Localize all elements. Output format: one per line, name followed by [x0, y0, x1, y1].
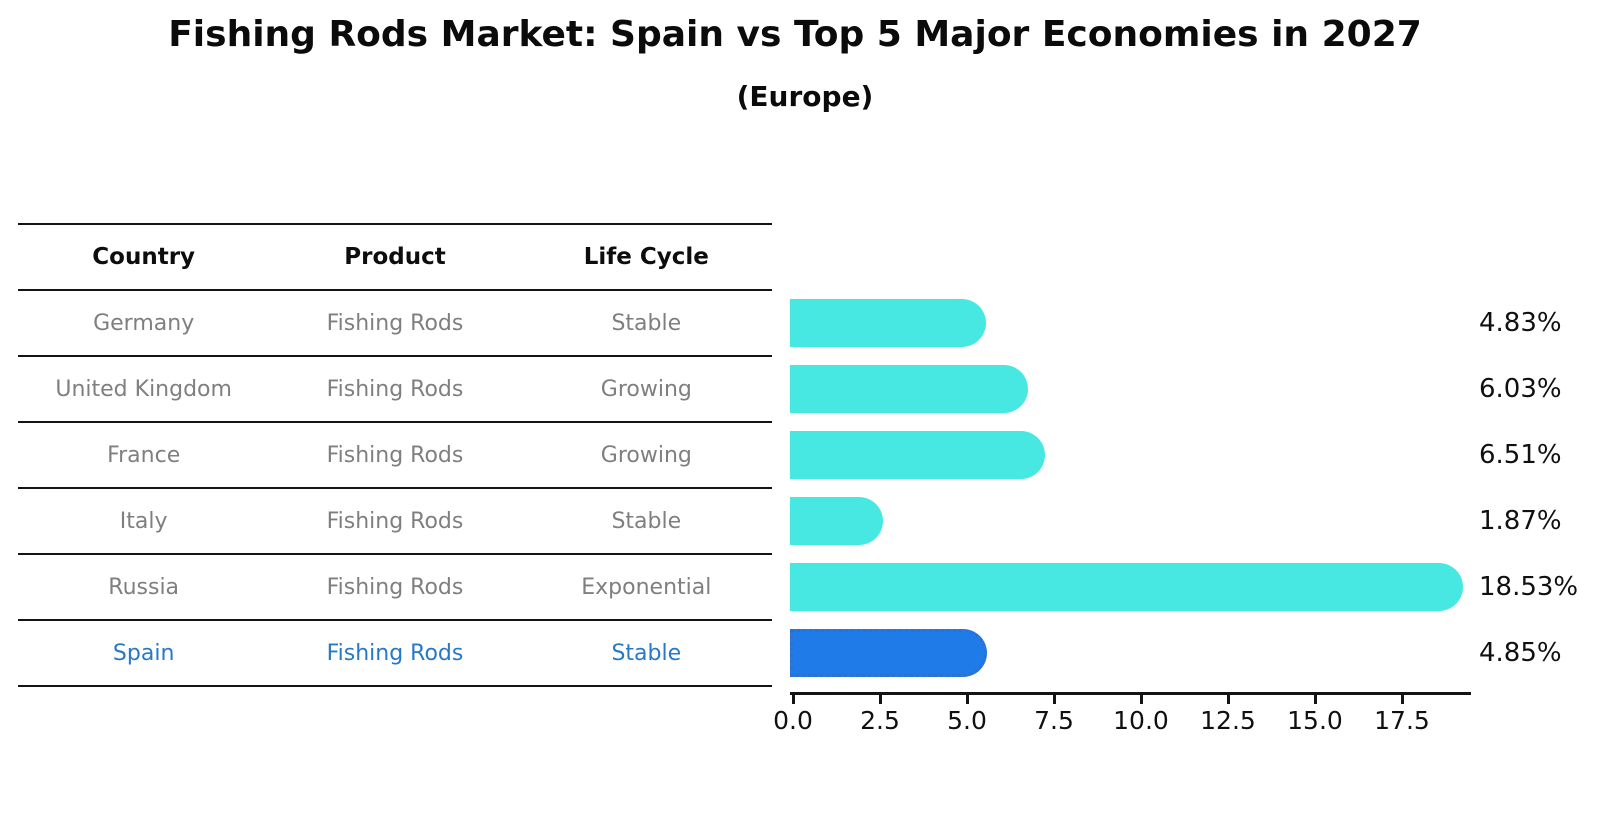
cell-life-cycle-united-kingdom: Growing — [600, 376, 692, 402]
bar-italy — [790, 497, 883, 545]
cell-product-germany: Fishing Rods — [326, 310, 464, 336]
cell-product-united-kingdom: Fishing Rods — [326, 376, 464, 402]
table-header-country: Country — [92, 244, 196, 270]
cell-country-united-kingdom: United Kingdom — [55, 376, 232, 402]
x-axis-tick-label-2.5: 2.5 — [860, 706, 900, 735]
bar-russia — [790, 563, 1463, 611]
bar-germany — [790, 299, 986, 347]
table-row-spain: Spain Fishing Rods Stable — [18, 621, 772, 687]
x-axis-tick-label-12.5: 12.5 — [1200, 706, 1256, 735]
x-axis-line — [790, 692, 1471, 695]
x-axis-tick-label-15.0: 15.0 — [1287, 706, 1343, 735]
cell-product-france: Fishing Rods — [326, 442, 464, 468]
table-body: Germany Fishing Rods Stable United Kingdom F… — [18, 291, 772, 687]
x-axis-tick-10.0 — [1140, 695, 1143, 704]
chart-subtitle: (Europe) — [736, 80, 874, 113]
cell-country-italy: Italy — [119, 508, 168, 534]
table-row-russia: Russia Fishing Rods Exponential — [18, 555, 772, 621]
chart-title: Fishing Rods Market: Spain vs Top 5 Majo… — [168, 14, 1422, 55]
x-axis-tick-7.5 — [1053, 695, 1056, 704]
table-row-germany: Germany Fishing Rods Stable — [18, 291, 772, 357]
cell-country-russia: Russia — [108, 574, 180, 600]
country-table: Country Product Life Cycle Germany Fishin… — [18, 223, 772, 687]
bar-france — [790, 431, 1045, 479]
cell-product-italy: Fishing Rods — [326, 508, 464, 534]
x-axis-tick-label-7.5: 7.5 — [1034, 706, 1074, 735]
table-header-product: Product — [344, 244, 446, 270]
x-axis-tick-0.0 — [792, 695, 795, 704]
table-row-united-kingdom: United Kingdom Fishing Rods Growing — [18, 357, 772, 423]
cell-life-cycle-spain: Stable — [611, 640, 682, 666]
x-axis-tick-label-17.5: 17.5 — [1374, 706, 1430, 735]
x-axis-tick-5.0 — [966, 695, 969, 704]
bar-value-label-spain: 4.85% — [1479, 638, 1562, 668]
cell-life-cycle-germany: Stable — [611, 310, 682, 336]
bar-value-label-united-kingdom: 6.03% — [1479, 374, 1562, 404]
cell-product-spain: Fishing Rods — [326, 640, 464, 666]
x-axis-tick-label-0.0: 0.0 — [773, 706, 813, 735]
cell-country-spain: Spain — [112, 640, 175, 666]
bar-value-label-russia: 18.53% — [1479, 572, 1579, 602]
bar-value-label-italy: 1.87% — [1479, 506, 1562, 536]
cell-life-cycle-italy: Stable — [611, 508, 682, 534]
cell-country-france: France — [107, 442, 181, 468]
cell-life-cycle-france: Growing — [600, 442, 692, 468]
bar-value-label-germany: 4.83% — [1479, 308, 1562, 338]
x-axis-tick-label-10.0: 10.0 — [1113, 706, 1169, 735]
bar-united-kingdom — [790, 365, 1028, 413]
cell-product-russia: Fishing Rods — [326, 574, 464, 600]
x-axis-tick-15.0 — [1314, 695, 1317, 704]
x-axis-tick-12.5 — [1227, 695, 1230, 704]
table-row-italy: Italy Fishing Rods Stable — [18, 489, 772, 555]
cell-country-germany: Germany — [93, 310, 195, 336]
x-axis-tick-17.5 — [1401, 695, 1404, 704]
table-header-row: Country Product Life Cycle — [18, 225, 772, 291]
x-axis-tick-2.5 — [879, 695, 882, 704]
bar-value-label-france: 6.51% — [1479, 440, 1562, 470]
x-axis-tick-label-5.0: 5.0 — [947, 706, 987, 735]
table-row-france: France Fishing Rods Growing — [18, 423, 772, 489]
cell-life-cycle-russia: Exponential — [581, 574, 712, 600]
table-header-life-cycle: Life Cycle — [583, 244, 709, 270]
bar-spain — [790, 629, 987, 677]
